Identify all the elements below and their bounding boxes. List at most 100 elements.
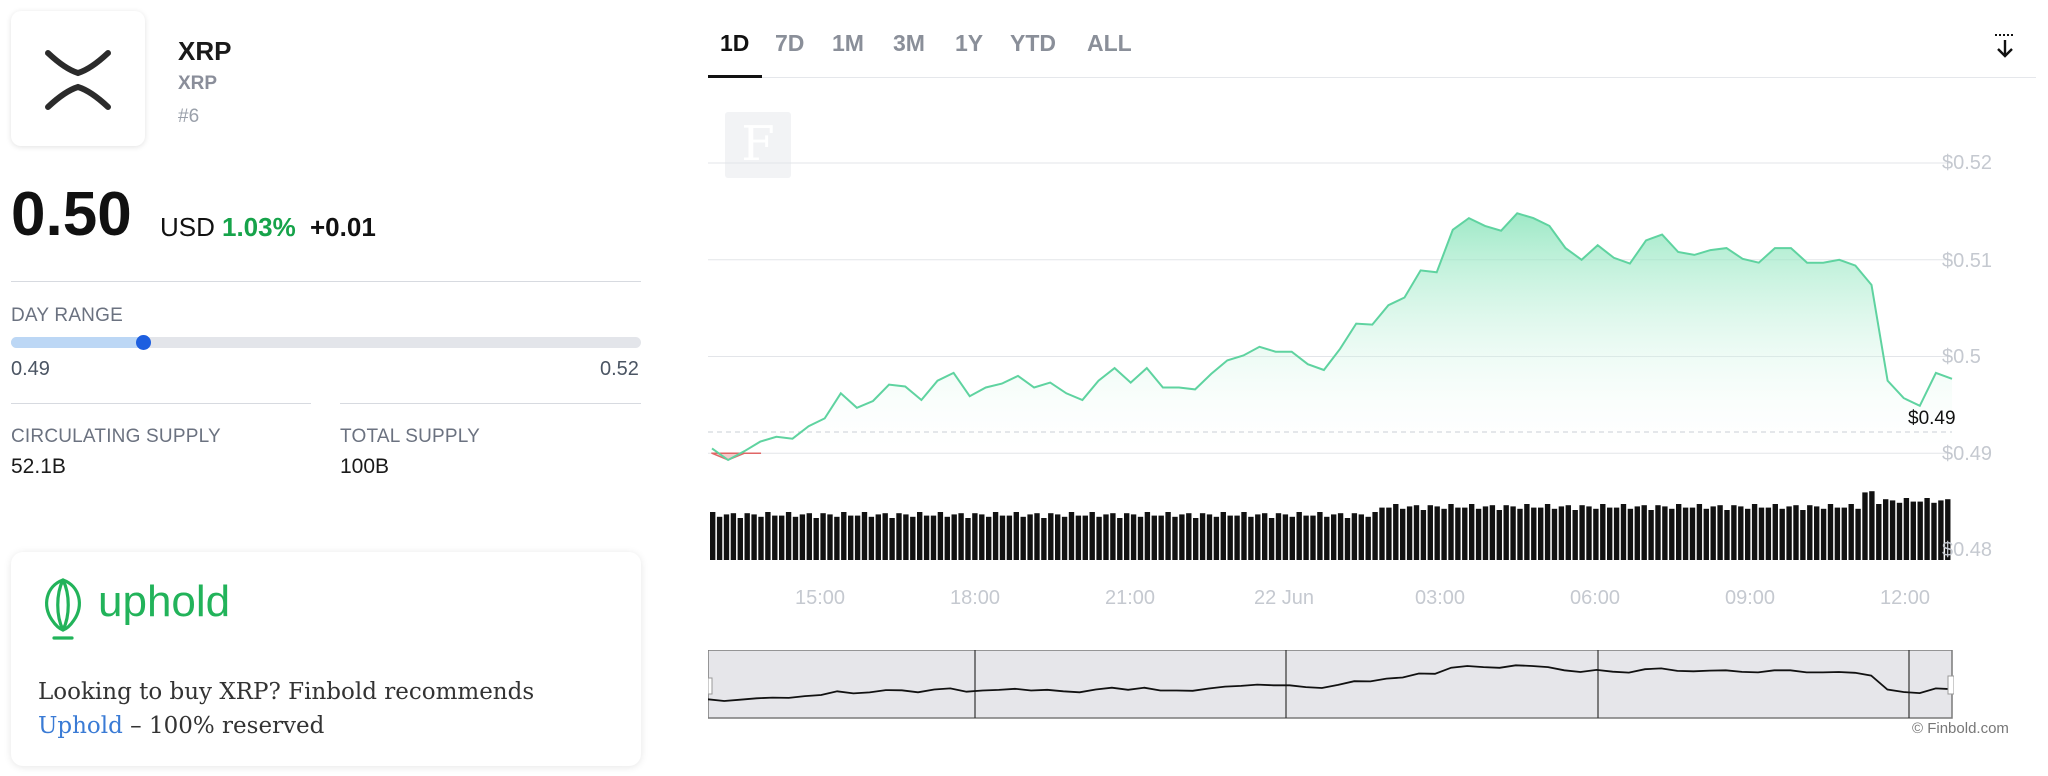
volume-bar [1641, 505, 1647, 560]
volume-bar [1703, 508, 1709, 560]
volume-bar [1538, 507, 1544, 560]
volume-bar [1510, 506, 1516, 560]
volume-bar [1676, 504, 1682, 560]
volume-bar [1096, 516, 1102, 560]
uphold-brand: uphold [98, 577, 231, 626]
time-tick-label: 06:00 [1570, 587, 1621, 609]
volume-bar [1600, 504, 1606, 560]
volume-bar [861, 512, 868, 560]
volume-bar [813, 518, 819, 560]
tab-ytd[interactable]: YTD [1010, 30, 1056, 56]
volume-bar [923, 515, 930, 560]
coin-symbol: XRP [178, 73, 218, 94]
volume-bar [1455, 507, 1461, 560]
day-range-label: DAY RANGE [11, 305, 123, 326]
volume-bar [1372, 512, 1378, 560]
time-tick-label: 12:00 [1880, 587, 1931, 609]
volume-bar [1669, 508, 1675, 560]
volume-bar [1503, 505, 1509, 560]
tab-7d[interactable]: 7D [775, 30, 805, 56]
volume-bar [1441, 508, 1447, 560]
volume-bar [765, 512, 771, 560]
promo-text: Looking to buy XRP? Finbold recommends U… [38, 675, 534, 743]
volume-bar [1724, 510, 1730, 560]
volume-bar [792, 516, 799, 560]
volume-bar [1655, 505, 1661, 560]
volume-bar [1689, 507, 1696, 560]
volume-bar [1738, 506, 1744, 560]
volume-bar [1827, 504, 1834, 560]
volume-bar [1945, 499, 1951, 560]
volume-bar [1213, 516, 1220, 560]
volume-bar [896, 513, 902, 560]
volume-bar [1027, 514, 1033, 560]
price-tick-label: $0.5 [1942, 346, 1981, 368]
volume-bar [1020, 516, 1026, 560]
volume-bar [806, 513, 812, 560]
volume-bar [868, 516, 875, 560]
volume-bar [1558, 506, 1565, 560]
volume-bar [841, 512, 847, 560]
volume-bar [1469, 504, 1475, 560]
volume-bar [1938, 500, 1944, 560]
volume-bar [1434, 506, 1440, 560]
tab-1m[interactable]: 1M [832, 30, 864, 56]
volume-bar [1241, 512, 1247, 560]
divider [11, 403, 311, 404]
navigator-handle-left[interactable] [708, 677, 713, 695]
volume-bar [1006, 515, 1013, 560]
volume-bar [1110, 513, 1116, 560]
tab-1y[interactable]: 1Y [955, 30, 984, 56]
download-icon[interactable] [1993, 32, 2017, 60]
volume-bar [1834, 507, 1841, 560]
volume-bar [1248, 516, 1254, 560]
range-navigator[interactable] [708, 650, 1954, 720]
volume-bar [820, 513, 826, 560]
volume-bar [1800, 510, 1806, 560]
volume-bar [1758, 507, 1765, 560]
volume-bar [1793, 505, 1799, 560]
volume-bar [1068, 512, 1075, 560]
volume-bar [799, 514, 806, 560]
navigator-handle-right[interactable] [1947, 675, 1954, 695]
time-tick-label: 09:00 [1725, 587, 1776, 609]
volume-bar [1544, 504, 1551, 560]
tab-1d[interactable]: 1D [720, 30, 750, 56]
volume-bar [1869, 491, 1875, 560]
volume-bar [730, 513, 737, 560]
volume-bar [827, 514, 833, 560]
volume-bar [1199, 513, 1206, 560]
volume-bar [944, 516, 950, 560]
volume-bar [1289, 516, 1295, 560]
time-tick-label: 22 Jun [1254, 587, 1315, 609]
price-tick-label: $0.48 [1942, 539, 1993, 561]
volume-bar [737, 518, 743, 560]
active-tab-indicator [708, 75, 762, 78]
volume-bar [1186, 513, 1192, 560]
volume-bar [1351, 513, 1358, 560]
time-tick-label: 15:00 [795, 587, 846, 609]
tab-all[interactable]: ALL [1087, 30, 1132, 56]
volume-bar [1303, 515, 1309, 560]
uphold-link[interactable]: Uphold [38, 713, 123, 739]
promo-card [11, 552, 641, 766]
volume-bar [875, 514, 881, 560]
volume-bar [1883, 499, 1889, 560]
volume-bar [1607, 507, 1613, 560]
tab-3m[interactable]: 3M [893, 30, 925, 56]
circulating-supply-value: 52.1B [11, 455, 66, 478]
volume-bar [1034, 513, 1040, 560]
total-supply-label: TOTAL SUPPLY [340, 426, 481, 447]
volume-bar [723, 514, 730, 560]
uphold-logo-icon [45, 578, 81, 640]
volume-bar [1489, 505, 1496, 560]
volume-bar [1103, 514, 1109, 560]
time-tick-label: 21:00 [1105, 587, 1156, 609]
volume-bar [1475, 508, 1482, 560]
volume-bar [937, 512, 944, 560]
copyright: © Finbold.com [1912, 720, 2009, 737]
volume-bar [1082, 515, 1088, 560]
volume-bar [1696, 504, 1703, 560]
volume-bar [1876, 504, 1882, 560]
last-price-label: $0.49 [1908, 408, 1956, 429]
